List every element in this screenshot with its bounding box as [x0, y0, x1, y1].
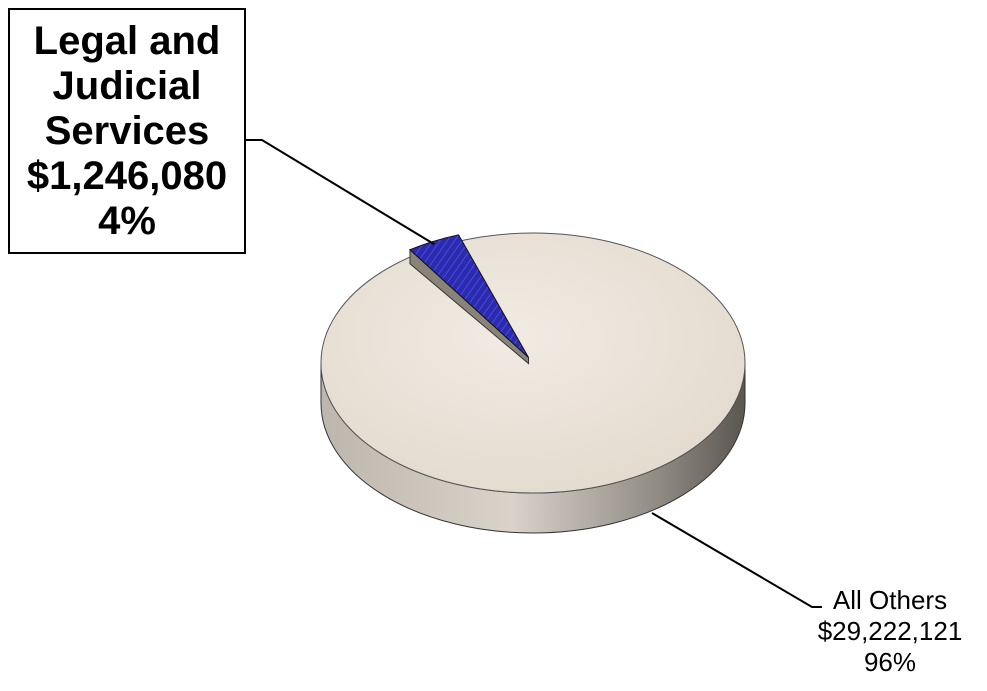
slice-label-all-others: All Others $29,222,121 96% [800, 585, 980, 678]
slice-label-line: Services [44, 108, 210, 153]
leader-line-legal [246, 139, 435, 246]
slice-label-legal-judicial: Legal and Judicial Services $1,246,080 4… [8, 8, 246, 254]
leader-line-all-others [651, 512, 822, 608]
slice-label-line: Legal and [33, 18, 221, 63]
slice-label-line: Judicial [52, 63, 202, 108]
slice-label-line: All Others [832, 585, 948, 615]
pie-slice-legal-judicial [409, 234, 529, 358]
slice-value-label: $1,246,080 [26, 153, 228, 198]
pie-slice-all-others [320, 232, 746, 494]
slice-percent-label: 4% [98, 198, 156, 243]
slice-percent-label: 96% [863, 647, 917, 677]
slice-value-label: $29,222,121 [817, 616, 963, 646]
